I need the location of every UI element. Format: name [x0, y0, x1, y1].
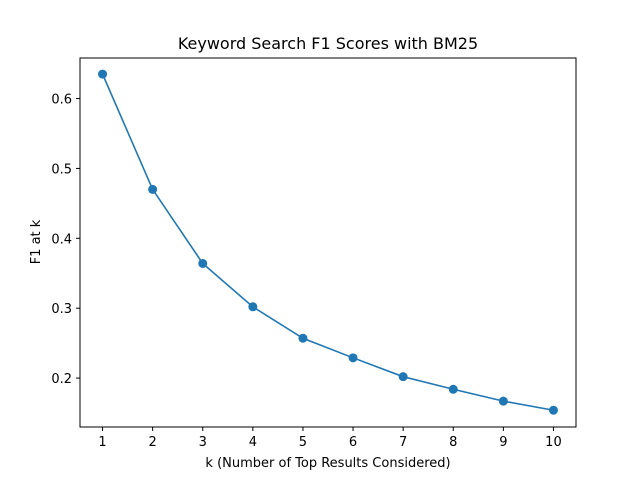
data-point — [298, 333, 308, 343]
y-tick-label: 0.5 — [51, 162, 72, 177]
data-point — [498, 396, 508, 406]
data-point — [148, 184, 158, 194]
x-tick-label: 4 — [249, 435, 257, 450]
chart-title: Keyword Search F1 Scores with BM25 — [178, 34, 478, 53]
x-axis-label: k (Number of Top Results Considered) — [205, 456, 450, 471]
x-tick-label: 6 — [349, 435, 357, 450]
data-point — [448, 384, 458, 394]
y-tick-label: 0.4 — [51, 232, 72, 247]
series-line — [101, 73, 554, 412]
data-point — [198, 258, 208, 268]
x-tick-label: 2 — [149, 435, 157, 450]
x-axis: 1 2 3 4 5 6 7 8 9 10 — [98, 427, 562, 450]
y-tick-label: 0.3 — [51, 302, 72, 317]
x-tick-label: 8 — [449, 435, 457, 450]
data-point — [348, 353, 358, 363]
x-tick-label: 10 — [545, 435, 562, 450]
y-axis: 0.2 0.3 0.4 0.5 0.6 — [51, 93, 80, 387]
y-tick-label: 0.6 — [51, 93, 72, 108]
data-point — [248, 302, 258, 312]
data-point — [548, 405, 558, 415]
data-point — [398, 372, 408, 382]
x-tick-label: 7 — [399, 435, 407, 450]
plot-area-frame — [79, 57, 577, 428]
series-layer — [98, 69, 558, 415]
data-point — [98, 69, 108, 79]
x-tick-label: 1 — [98, 435, 106, 450]
x-tick-label: 3 — [199, 435, 207, 450]
y-tick-label: 0.2 — [51, 372, 72, 387]
y-axis-label: F1 at k — [29, 219, 44, 264]
x-tick-label: 9 — [499, 435, 507, 450]
x-tick-label: 5 — [299, 435, 307, 450]
